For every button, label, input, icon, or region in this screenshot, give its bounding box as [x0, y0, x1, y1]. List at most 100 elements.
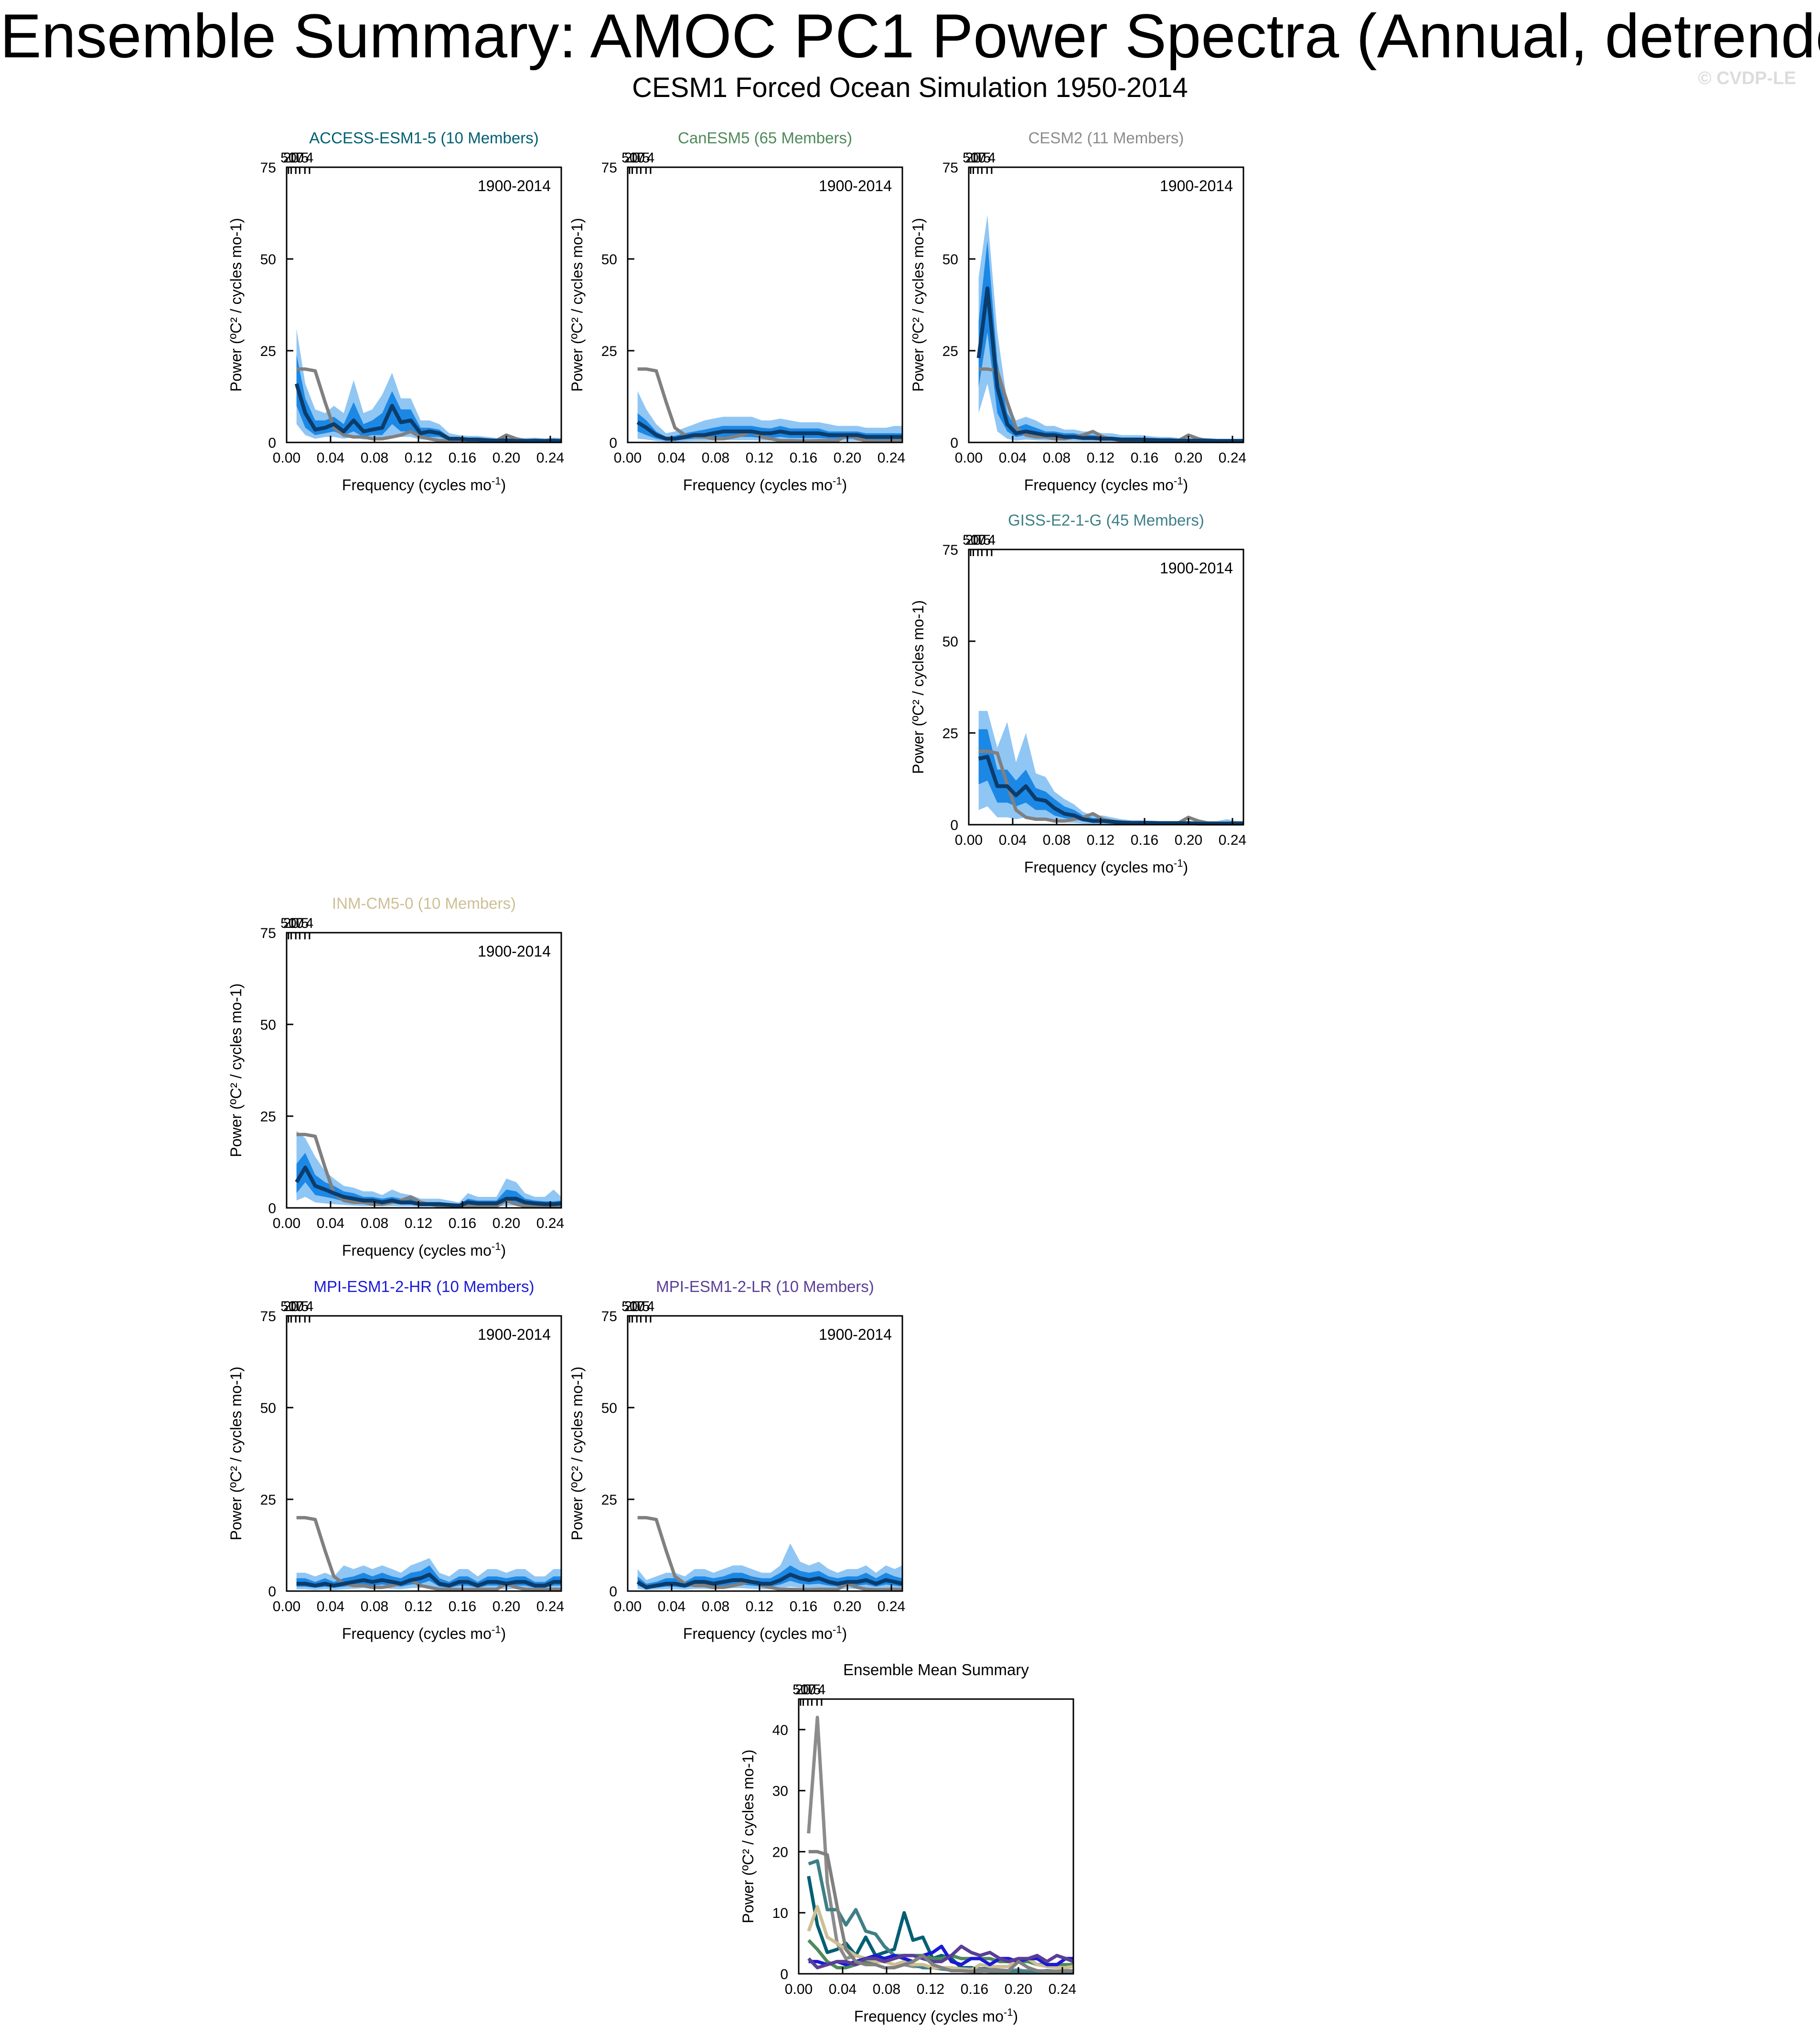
period-tick-label: 7: [296, 1299, 304, 1314]
spread-band-10-90: [296, 328, 561, 442]
period-tick-label: 5: [983, 150, 991, 166]
y-tick-label: 75: [260, 1309, 276, 1324]
ensemble-mean-line: [295, 1165, 562, 1208]
x-tick-label: 0.00: [955, 832, 983, 848]
panel-title: MPI-ESM1-2-LR (10 Members): [656, 1278, 874, 1295]
period-tick-label: 4: [988, 532, 996, 548]
y-tick-label: 25: [260, 1492, 276, 1508]
x-tick-label: 0.04: [658, 450, 685, 466]
x-tick-label: 0.12: [1087, 450, 1114, 466]
spread-band-25-75: [296, 354, 561, 442]
x-tick-label: 0.12: [405, 450, 432, 466]
period-tick-label: 10: [288, 1299, 303, 1314]
x-tick-label: 0.16: [790, 1599, 817, 1614]
x-tick-label: 0.00: [614, 1599, 642, 1614]
y-tick-label: 0: [609, 435, 617, 451]
y-tick-label: 0: [780, 1967, 788, 1982]
y-axis-label: Power (ºC² / cycles mo-1): [227, 983, 245, 1157]
period-tick-label: 20: [283, 1299, 299, 1314]
panel-title: INM-CM5-0 (10 Members): [332, 894, 516, 912]
y-tick-label: 25: [260, 1109, 276, 1125]
y-axis-label: Power (ºC² / cycles mo-1): [739, 1750, 757, 1924]
plot-frame: [968, 166, 1244, 443]
observation-line: [978, 367, 1243, 443]
y-tick-label: 10: [772, 1905, 788, 1921]
period-tick-label: 7: [296, 150, 304, 166]
period-tick-label: 50: [963, 150, 978, 166]
x-tick-label: 0.04: [317, 450, 344, 466]
plot-frame: [798, 1698, 1074, 1975]
x-tick-label: 0.16: [790, 450, 817, 466]
period-label: 1900-2014: [478, 943, 551, 960]
x-tick-label: 0.16: [449, 450, 476, 466]
ensemble-mean-line: [636, 1572, 903, 1590]
y-axis-label: Power (ºC² / cycles mo-1): [568, 218, 586, 392]
period-tick-label: 10: [970, 532, 985, 548]
y-axis-label: Power (ºC² / cycles mo-1): [227, 1367, 245, 1540]
x-axis-label: Frequency (cycles mo-1): [342, 1240, 506, 1259]
y-tick-label: 25: [601, 344, 617, 359]
y-tick-label: 0: [268, 1584, 276, 1600]
period-tick-label: 10: [629, 1299, 644, 1314]
period-tick-label: 4: [818, 1682, 826, 1698]
period-tick-label: 50: [280, 1299, 296, 1314]
observation-line: [296, 1516, 561, 1592]
spread-band-10-90: [978, 215, 1243, 442]
y-tick-label: 0: [609, 1584, 617, 1600]
x-tick-label: 0.08: [702, 1599, 729, 1614]
y-tick-label: 25: [260, 344, 276, 359]
y-tick-label: 40: [772, 1722, 788, 1738]
panel-title: CESM2 (11 Members): [1028, 129, 1184, 147]
ensemble-mean-line: [296, 1572, 561, 1588]
period-label: 1900-2014: [478, 177, 551, 194]
period-tick-label: 4: [306, 915, 314, 931]
x-axis-label: Frequency (cycles mo-1): [342, 1624, 506, 1642]
y-tick-label: 50: [942, 634, 958, 650]
y-tick-label: 20: [772, 1844, 788, 1860]
plot-frame: [286, 932, 562, 1209]
period-tick-label: 10: [970, 150, 985, 166]
x-tick-label: 0.20: [1175, 832, 1202, 848]
spread-band-10-90: [978, 710, 1243, 825]
y-axis-label: Power (ºC² / cycles mo-1): [910, 218, 927, 392]
y-axis-label: Power (ºC² / cycles mo-1): [910, 600, 927, 774]
y-tick-label: 75: [260, 160, 276, 176]
x-tick-label: 0.20: [1175, 450, 1202, 466]
period-tick-label: 7: [296, 915, 304, 931]
x-tick-label: 0.08: [361, 1216, 388, 1231]
x-tick-label: 0.00: [955, 450, 983, 466]
ensemble-mean-line: [294, 383, 562, 443]
x-tick-label: 0.08: [361, 450, 388, 466]
y-tick-label: 75: [601, 1309, 617, 1324]
period-tick-label: 5: [642, 1299, 650, 1314]
y-tick-label: 75: [260, 926, 276, 941]
period-label: 1900-2014: [1160, 560, 1233, 577]
y-tick-label: 50: [601, 252, 617, 268]
x-tick-label: 0.24: [1219, 832, 1246, 848]
period-tick-label: 7: [637, 150, 645, 166]
x-tick-label: 0.04: [317, 1599, 344, 1614]
x-tick-label: 0.20: [834, 1599, 861, 1614]
x-tick-label: 0.12: [1087, 832, 1114, 848]
x-tick-label: 0.12: [917, 1981, 944, 1997]
period-tick-label: 4: [306, 150, 314, 166]
y-tick-label: 30: [772, 1784, 788, 1799]
period-tick-label: 20: [965, 532, 981, 548]
period-tick-label: 20: [624, 150, 640, 166]
x-tick-label: 0.08: [873, 1981, 900, 1997]
period-tick-label: 50: [963, 532, 978, 548]
x-tick-label: 0.08: [361, 1599, 388, 1614]
x-tick-label: 0.00: [614, 450, 642, 466]
period-tick-label: 7: [978, 532, 986, 548]
watermark: © CVDP-LE: [1698, 68, 1796, 88]
x-tick-label: 0.20: [1005, 1981, 1032, 1997]
x-tick-label: 0.12: [405, 1216, 432, 1231]
period-tick-label: 20: [965, 150, 981, 166]
x-tick-label: 0.12: [405, 1599, 432, 1614]
observation-line: [637, 1516, 902, 1592]
x-tick-label: 0.00: [273, 1216, 300, 1231]
